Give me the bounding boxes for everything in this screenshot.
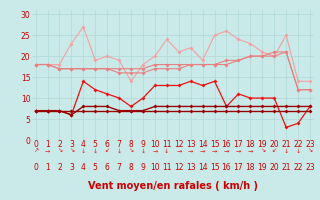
- Text: 18: 18: [246, 164, 255, 172]
- Text: 12: 12: [174, 164, 183, 172]
- Text: 4: 4: [81, 164, 86, 172]
- Text: 1: 1: [45, 164, 50, 172]
- Text: 22: 22: [293, 164, 303, 172]
- Text: ↗: ↗: [33, 148, 38, 154]
- Text: ↓: ↓: [164, 148, 170, 154]
- Text: 0: 0: [33, 164, 38, 172]
- Text: 3: 3: [69, 164, 74, 172]
- Text: 14: 14: [198, 164, 207, 172]
- Text: →: →: [152, 148, 157, 154]
- Text: 15: 15: [210, 164, 220, 172]
- Text: 7: 7: [117, 164, 122, 172]
- Text: →: →: [212, 148, 217, 154]
- Text: ↘: ↘: [69, 148, 74, 154]
- Text: →: →: [188, 148, 193, 154]
- Text: ↓: ↓: [92, 148, 98, 154]
- Text: 11: 11: [162, 164, 172, 172]
- Text: ↓: ↓: [295, 148, 301, 154]
- Text: ↓: ↓: [81, 148, 86, 154]
- Text: 23: 23: [305, 164, 315, 172]
- Text: →: →: [236, 148, 241, 154]
- Text: ↘: ↘: [260, 148, 265, 154]
- Text: 8: 8: [129, 164, 133, 172]
- Text: →: →: [176, 148, 181, 154]
- Text: ↓: ↓: [140, 148, 146, 154]
- Text: 19: 19: [258, 164, 267, 172]
- Text: →: →: [200, 148, 205, 154]
- Text: ↙: ↙: [105, 148, 110, 154]
- Text: →: →: [45, 148, 50, 154]
- Text: 10: 10: [150, 164, 160, 172]
- Text: 6: 6: [105, 164, 110, 172]
- Text: 20: 20: [269, 164, 279, 172]
- Text: ↘: ↘: [308, 148, 313, 154]
- Text: →: →: [224, 148, 229, 154]
- Text: ↘: ↘: [128, 148, 134, 154]
- Text: 9: 9: [140, 164, 145, 172]
- Text: 13: 13: [186, 164, 196, 172]
- Text: Vent moyen/en rafales ( km/h ): Vent moyen/en rafales ( km/h ): [88, 181, 258, 191]
- Text: ↓: ↓: [116, 148, 122, 154]
- Text: 17: 17: [234, 164, 243, 172]
- Text: 5: 5: [93, 164, 98, 172]
- Text: →: →: [248, 148, 253, 154]
- Text: 21: 21: [281, 164, 291, 172]
- Text: ↓: ↓: [284, 148, 289, 154]
- Text: ↙: ↙: [272, 148, 277, 154]
- Text: 2: 2: [57, 164, 62, 172]
- Text: 16: 16: [222, 164, 231, 172]
- Text: ↘: ↘: [57, 148, 62, 154]
